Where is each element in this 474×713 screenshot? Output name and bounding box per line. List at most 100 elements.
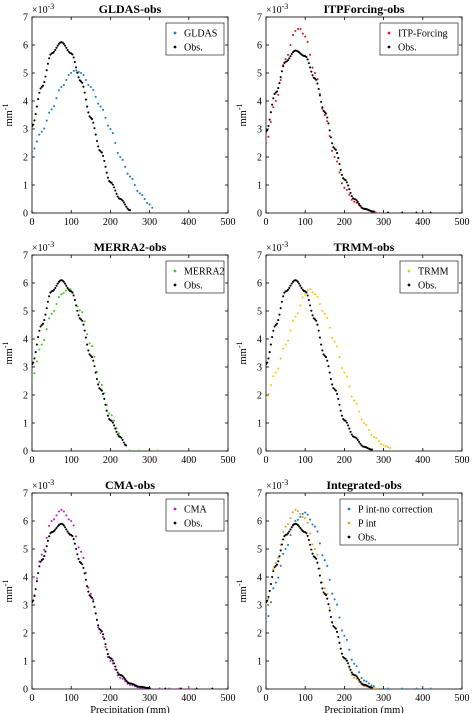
legend-marker — [347, 507, 351, 511]
data-point — [321, 349, 324, 352]
data-point — [338, 616, 341, 619]
data-point — [111, 659, 114, 662]
data-point — [124, 203, 127, 206]
data-point — [287, 288, 290, 291]
data-point — [320, 100, 323, 103]
data-point — [356, 676, 359, 680]
data-point — [278, 313, 281, 316]
data-point — [310, 309, 313, 312]
data-point — [90, 345, 94, 348]
data-point — [267, 125, 270, 128]
x-tick-label: 100 — [64, 693, 79, 704]
data-point — [290, 282, 293, 285]
data-point — [284, 57, 287, 61]
data-point — [75, 535, 78, 538]
data-point — [311, 314, 314, 317]
y-tick-label: 4 — [23, 573, 28, 584]
data-point — [33, 147, 36, 150]
data-point — [105, 409, 108, 412]
data-point — [62, 524, 65, 527]
data-point — [32, 599, 35, 602]
y-tick-label: 5 — [23, 545, 28, 556]
data-point — [279, 78, 282, 82]
y-tick-label: 5 — [257, 69, 262, 80]
x-tick-label: 300 — [142, 217, 157, 228]
x-tick-label: 300 — [142, 693, 157, 704]
data-point — [294, 519, 297, 523]
data-point — [99, 105, 102, 108]
data-point — [114, 665, 117, 668]
data-point — [88, 342, 91, 345]
data-point — [75, 69, 78, 72]
data-point — [374, 687, 377, 689]
legend-label: Obs. — [184, 281, 203, 292]
data-point — [180, 687, 182, 689]
data-point — [313, 556, 317, 559]
legend-marker — [407, 283, 411, 287]
data-point — [321, 106, 324, 109]
data-point — [33, 372, 36, 375]
data-point — [55, 46, 58, 49]
data-point — [278, 555, 281, 558]
data-point — [48, 57, 51, 60]
data-point — [99, 631, 102, 635]
legend-marker — [347, 521, 351, 525]
data-point — [291, 319, 295, 322]
data-point — [415, 687, 418, 689]
data-point — [55, 526, 58, 530]
data-point — [294, 29, 297, 33]
data-point — [380, 443, 383, 446]
y-tick-label: 0 — [257, 447, 262, 458]
y-tick-label: 3 — [23, 125, 28, 136]
data-point — [370, 448, 373, 451]
data-point — [38, 565, 41, 568]
x-tick-label: 0 — [264, 693, 269, 704]
data-point — [55, 514, 58, 517]
x-axis-label: Precipitation (mm) — [90, 705, 170, 713]
data-point — [340, 173, 344, 176]
series-2 — [266, 49, 432, 213]
data-point — [326, 564, 329, 567]
data-point — [122, 441, 125, 444]
x-tick-label: 500 — [455, 693, 470, 704]
data-point — [299, 284, 302, 287]
data-point — [268, 118, 271, 121]
series-2 — [32, 279, 128, 447]
data-point — [348, 648, 351, 651]
data-point — [299, 515, 302, 518]
data-point — [45, 307, 48, 310]
data-point — [315, 78, 318, 81]
data-point — [84, 578, 87, 581]
data-point — [360, 418, 363, 421]
data-point — [429, 687, 432, 689]
data-point — [365, 424, 368, 427]
data-point — [322, 353, 325, 356]
data-point — [347, 662, 350, 665]
data-point — [301, 512, 304, 515]
data-point — [37, 336, 40, 339]
data-point — [32, 363, 34, 366]
data-point — [326, 116, 329, 119]
data-point — [94, 612, 97, 615]
y-tick-label: 5 — [23, 307, 28, 318]
x-tick-label: 300 — [376, 455, 391, 466]
data-point — [65, 514, 68, 517]
data-point — [39, 325, 42, 328]
data-point — [83, 320, 86, 323]
data-point — [116, 195, 119, 198]
data-point — [73, 542, 76, 545]
x-tick-label: 100 — [298, 455, 313, 466]
y-tick-label: 3 — [257, 363, 262, 374]
legend-box — [379, 22, 459, 56]
data-point — [147, 449, 150, 451]
data-point — [372, 435, 375, 439]
data-point — [355, 199, 358, 202]
legend-label: Obs. — [398, 43, 417, 54]
y-tick-label: 1 — [23, 419, 28, 430]
data-point — [387, 446, 390, 449]
y-tick-label: 0 — [23, 685, 28, 696]
data-point — [64, 282, 67, 285]
data-point — [299, 27, 302, 31]
data-point — [289, 528, 292, 531]
data-point — [106, 176, 109, 179]
